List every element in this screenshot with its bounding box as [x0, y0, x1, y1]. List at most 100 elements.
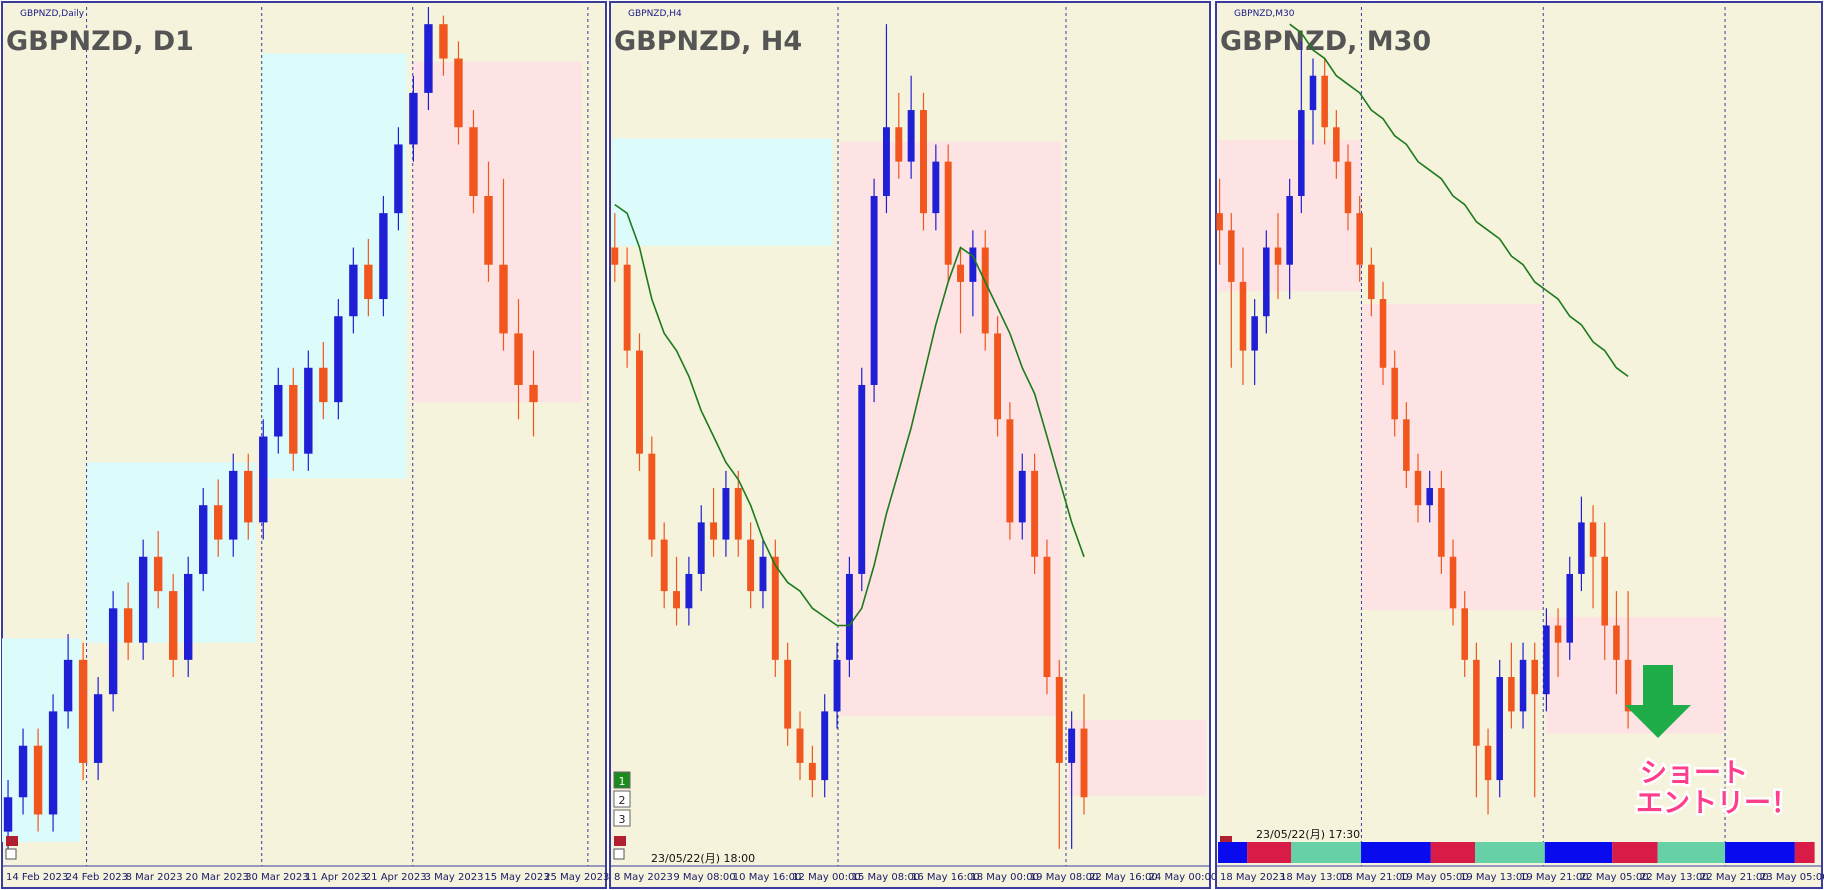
- x-tick-label: 18 May 2023: [1220, 872, 1285, 883]
- candle-body: [944, 161, 952, 265]
- trend-bar-block: [1544, 842, 1613, 863]
- x-tick-label: 19 May 05:00: [1400, 872, 1469, 883]
- time-label: 23/05/22(月) 17:30: [1256, 828, 1360, 841]
- candle-body: [636, 350, 643, 454]
- x-tick-label: 18 May 13:00: [1280, 872, 1349, 883]
- candle-body: [660, 539, 668, 592]
- candle-body: [747, 539, 755, 592]
- candle-body: [1414, 470, 1422, 506]
- level-button[interactable]: [613, 809, 631, 827]
- candle-body: [259, 436, 268, 523]
- zone-box: [612, 138, 833, 246]
- candle-body: [123, 608, 133, 643]
- level-button-label: 3: [619, 813, 626, 826]
- candle-body: [168, 591, 178, 660]
- candle-body: [907, 110, 915, 162]
- trend-bar-block: [1218, 842, 1248, 863]
- candle-body: [1438, 488, 1445, 557]
- candle-body: [1018, 470, 1026, 523]
- x-tick-label: 22 May 21:00: [1700, 872, 1769, 883]
- trend-bar-block: [1657, 842, 1726, 863]
- candle-body: [1403, 419, 1410, 471]
- entry-arrow: [1625, 665, 1691, 738]
- candle-body: [1006, 419, 1014, 523]
- x-tick-label: 19 May 08:00: [1030, 872, 1099, 883]
- x-tick-label: 18 May 00:00: [970, 872, 1039, 883]
- candle-body: [1043, 556, 1051, 678]
- candle-body: [759, 556, 767, 592]
- trend-bar-block: [1794, 842, 1815, 863]
- candle-body: [1601, 556, 1609, 626]
- candle-body: [93, 694, 103, 763]
- candle-body: [484, 195, 493, 265]
- candle-body: [1391, 367, 1398, 420]
- candle-body: [1356, 213, 1363, 265]
- minimize-button[interactable]: [1220, 836, 1232, 846]
- candle-body: [648, 453, 656, 540]
- x-tick-label: 22 May 16:00: [1089, 872, 1158, 883]
- level-button[interactable]: [613, 790, 631, 808]
- candle-body: [3, 797, 13, 832]
- trend-bar-block: [1612, 842, 1658, 863]
- candle-body: [18, 745, 28, 798]
- candle-body: [63, 659, 73, 712]
- x-tick-label: 25 May 2023: [544, 872, 609, 883]
- candle-body: [108, 608, 118, 695]
- close-button[interactable]: [5, 848, 17, 860]
- candle-body: [48, 711, 58, 815]
- x-tick-label: 22 May 13:00: [1640, 872, 1709, 883]
- candle-body: [969, 247, 977, 282]
- candle-body: [685, 573, 693, 609]
- candle-body: [1239, 281, 1247, 351]
- candle-body: [33, 745, 43, 815]
- candle-body: [895, 127, 903, 162]
- annotation-text: ショート: [1640, 758, 1748, 789]
- candle-body: [1068, 728, 1076, 763]
- candle-body: [1298, 110, 1305, 196]
- candle-body: [1449, 556, 1457, 609]
- candle-body: [1321, 75, 1328, 128]
- x-tick-label: 11 Apr 2023: [305, 872, 367, 883]
- candle-body: [920, 110, 927, 214]
- level-button[interactable]: [613, 771, 631, 789]
- trend-bar-block: [1247, 842, 1292, 863]
- close-button[interactable]: [613, 848, 625, 860]
- candle-body: [424, 24, 433, 93]
- candle-body: [623, 264, 631, 351]
- candle-body: [1080, 728, 1088, 798]
- candle-body: [1379, 299, 1387, 368]
- trend-bar-block: [1361, 842, 1431, 863]
- trend-bar-block: [1725, 842, 1795, 863]
- minimize-button[interactable]: [6, 836, 18, 846]
- x-tick-label: 3 May 2023: [425, 872, 484, 883]
- candle-body: [1543, 625, 1550, 695]
- candle-body: [439, 24, 448, 59]
- candle-body: [153, 556, 163, 592]
- candle-body: [529, 384, 538, 403]
- candle-body: [845, 573, 853, 660]
- candle-body: [199, 505, 208, 574]
- candle-body: [710, 522, 718, 540]
- candle-body: [1554, 625, 1562, 643]
- candle-body: [514, 333, 523, 385]
- minimize-button[interactable]: [614, 836, 626, 846]
- candle-body: [1484, 745, 1492, 781]
- candle-body: [1286, 195, 1293, 265]
- moving-average: [614, 203, 1085, 627]
- candle-body: [454, 58, 463, 128]
- candle-body: [229, 470, 238, 540]
- candle-body: [1566, 573, 1573, 643]
- candle-body: [274, 384, 283, 437]
- candle-body: [1613, 625, 1620, 660]
- candle-body: [870, 195, 878, 385]
- candle-body: [808, 762, 816, 781]
- candle-body: [214, 505, 223, 540]
- candle-body: [304, 367, 313, 454]
- symbol-label: GBPNZD,H4: [628, 9, 682, 19]
- x-tick-label: 19 May 13:00: [1460, 872, 1529, 883]
- x-tick-label: 20 Mar 2023: [185, 872, 248, 883]
- zone-box: [412, 61, 582, 403]
- candle-body: [1461, 608, 1468, 660]
- candle-body: [379, 213, 388, 300]
